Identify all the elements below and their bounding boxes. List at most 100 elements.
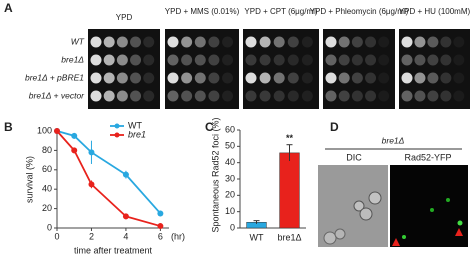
plate-title: YPD + CPT (6μg/ml): [244, 7, 317, 16]
y-tick-label: 20: [225, 190, 235, 200]
colony-spot: [222, 36, 234, 48]
point: [88, 149, 95, 156]
colony-spot: [287, 36, 299, 48]
colony-spot: [130, 54, 142, 66]
colony-spot: [167, 90, 179, 102]
colony-spot: [453, 90, 465, 102]
colony-spot: [414, 90, 426, 102]
colony-spot: [338, 90, 350, 102]
point: [54, 128, 60, 134]
colony-spot: [208, 36, 220, 48]
colony-spot: [301, 54, 313, 66]
y-tick-label: 40: [42, 184, 52, 194]
legend-marker: [114, 132, 120, 138]
colony-spot: [245, 90, 257, 102]
colony-spot: [365, 72, 377, 84]
colony-spot: [427, 90, 439, 102]
colony-spot: [116, 90, 128, 102]
colony-spot: [259, 90, 271, 102]
colony-spot: [351, 90, 363, 102]
colony-spot: [338, 36, 350, 48]
strain-label: WT: [71, 36, 85, 46]
yfp-image: [390, 165, 468, 247]
y-tick-label: 60: [225, 124, 235, 134]
colony-spot: [143, 72, 155, 84]
colony-spot: [259, 72, 271, 84]
strain-label: bre1Δ + pBRE1: [25, 72, 84, 82]
legend-label: WT: [128, 120, 142, 130]
colony-spot: [325, 36, 337, 48]
x-tick-label: 4: [123, 231, 128, 241]
y-axis-label: survival (%): [24, 156, 34, 203]
colony-spot: [273, 72, 285, 84]
colony-spot: [130, 90, 142, 102]
focus: [430, 208, 434, 212]
significance: **: [286, 133, 294, 143]
cell: [334, 228, 346, 240]
colony-spot: [401, 90, 413, 102]
colony-spot: [103, 54, 115, 66]
x-unit: (hr): [171, 231, 185, 241]
strain-label: bre1Δ: [382, 135, 405, 145]
colony-spot: [90, 72, 102, 84]
microscopy: bre1Δ DIC Rad52-YFP: [318, 135, 468, 247]
x-tick-label: 2: [89, 231, 94, 241]
point: [157, 223, 164, 230]
colony-spot: [181, 90, 193, 102]
panel-label: C: [205, 120, 214, 134]
arrowhead: [455, 228, 463, 236]
cell: [323, 231, 337, 245]
colony-spot: [222, 54, 234, 66]
colony-spot: [351, 36, 363, 48]
panel-label: D: [330, 120, 339, 134]
colony-spot: [90, 54, 102, 66]
y-tick-label: 10: [225, 206, 235, 216]
point: [122, 171, 129, 178]
colony-spot: [440, 54, 452, 66]
plate-title: YPD: [116, 13, 133, 22]
y-tick-label: 80: [42, 145, 52, 155]
colony-spot: [273, 36, 285, 48]
colony-spot: [401, 54, 413, 66]
colony-spot: [194, 54, 206, 66]
colony-spot: [194, 36, 206, 48]
colony-spot: [181, 36, 193, 48]
y-axis-label: Spontaneous Rad52 foci (%): [210, 117, 220, 232]
strain-label: bre1Δ: [61, 54, 84, 64]
colony-spot: [440, 72, 452, 84]
colony-spot: [338, 54, 350, 66]
colony-spot: [338, 72, 350, 84]
colony-spot: [365, 90, 377, 102]
colony-spot: [401, 72, 413, 84]
colony-spot: [116, 54, 128, 66]
colony-spot: [222, 72, 234, 84]
focus: [402, 235, 406, 239]
colony-spot: [181, 54, 193, 66]
colony-spot: [245, 72, 257, 84]
colony-spot: [414, 54, 426, 66]
line: [56, 130, 161, 227]
colony-spot: [103, 90, 115, 102]
colony-spot: [287, 54, 299, 66]
point: [71, 132, 78, 139]
colony-spot: [440, 36, 452, 48]
colony-spot: [90, 36, 102, 48]
plate-title: YPD + MMS (0.01%): [165, 7, 240, 16]
colony-spot: [301, 90, 313, 102]
colony-spot: [325, 90, 337, 102]
legend-marker: [114, 123, 120, 129]
colony-spot: [143, 36, 155, 48]
colony-spot: [208, 72, 220, 84]
colony-spot: [401, 36, 413, 48]
legend-label: bre1: [128, 129, 146, 139]
colony-spot: [365, 36, 377, 48]
bar: [279, 152, 300, 229]
focus: [457, 220, 463, 226]
colony-spot: [414, 36, 426, 48]
colony-spot: [130, 36, 142, 48]
y-tick-label: 0: [47, 222, 52, 232]
y-tick-label: 30: [225, 173, 235, 183]
colony-spot: [208, 90, 220, 102]
